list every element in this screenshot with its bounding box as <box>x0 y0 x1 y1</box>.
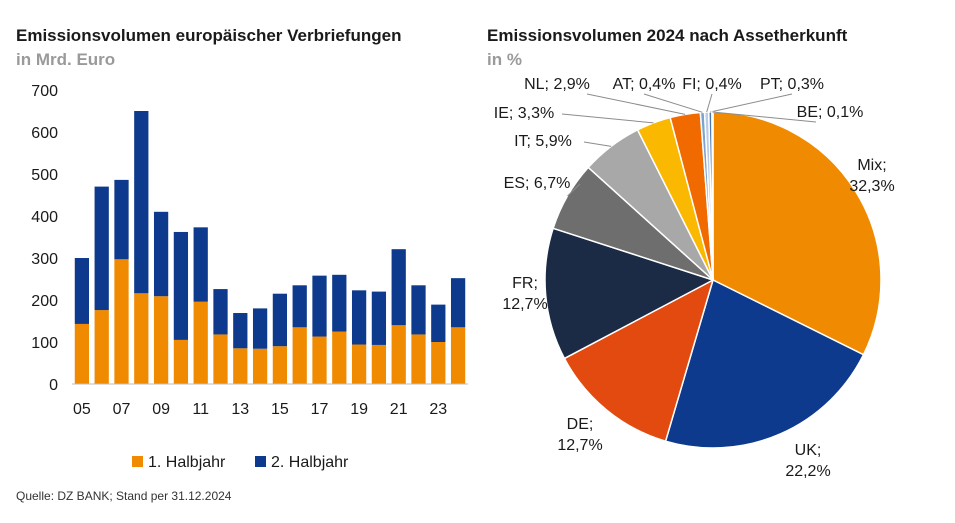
leader-line <box>583 141 612 147</box>
pie-label: AT; 0,4% <box>613 76 676 93</box>
pie-value-label: 32,3% <box>849 178 894 195</box>
bar-h1 <box>173 339 189 384</box>
bar-h2 <box>351 290 367 345</box>
pie-label: IT; 5,9% <box>514 133 572 150</box>
pie-slice <box>544 227 715 360</box>
bar-h2 <box>173 231 189 340</box>
bar-h2 <box>332 274 347 332</box>
pie-slice <box>712 111 882 356</box>
y-tick-label: 300 <box>31 251 58 268</box>
bar-h2 <box>153 211 169 297</box>
bar-h2 <box>74 258 90 324</box>
pie-label: NL; 2,9% <box>524 76 590 93</box>
pie-value-label: 12,7% <box>557 437 602 454</box>
x-tick-label: 07 <box>113 401 131 418</box>
bar-h2 <box>134 111 149 294</box>
pie-value-label: 12,7% <box>502 296 547 313</box>
bar-h2 <box>233 313 248 349</box>
leader-line <box>567 183 581 197</box>
y-tick-label: 600 <box>31 125 58 142</box>
bar-h1 <box>371 344 387 384</box>
bar-h1 <box>114 259 129 384</box>
bar-chart-subtitle: in Mrd. Euro <box>16 50 116 69</box>
pie-chart: Mix; 32,3% UK; 22,2% DE; 12,7% FR; 12,7% ES; 6,7… <box>494 76 895 480</box>
pie-label: DE; <box>567 416 594 433</box>
bar-h2 <box>114 179 129 260</box>
x-tick-label: 21 <box>390 401 408 418</box>
y-tick-label: 500 <box>31 167 58 184</box>
pie-value-label: 22,2% <box>785 463 830 480</box>
pie-chart-title: Emissionsvolumen 2024 nach Assetherkunft <box>487 26 848 45</box>
x-tick-label: 13 <box>231 401 249 418</box>
y-tick-label: 700 <box>31 83 58 100</box>
bar-h2 <box>450 278 466 328</box>
pie-slice <box>664 278 865 449</box>
x-tick-label: 17 <box>311 401 329 418</box>
bar-h2 <box>252 308 268 349</box>
bar-h2 <box>411 285 426 335</box>
leader-line <box>712 111 817 123</box>
leader-line <box>710 93 793 113</box>
y-tick-label: 0 <box>49 377 58 394</box>
bar-h1 <box>292 327 307 384</box>
bar-h1 <box>94 310 109 384</box>
bar-h1 <box>431 342 446 384</box>
bar-h2 <box>391 249 406 326</box>
x-tick-label: 23 <box>429 401 447 418</box>
y-tick-label: 200 <box>31 293 58 310</box>
bar-h1 <box>411 334 426 384</box>
bar-h2 <box>213 289 228 335</box>
bar-h1 <box>233 348 248 384</box>
bar-h2 <box>272 293 288 347</box>
bar-chart: 0 100 200 300 400 500 600 700 05 07 09 11 13 15 17 19 21… <box>31 83 468 471</box>
pie-label: FR; <box>512 275 538 292</box>
bar-h1 <box>134 293 149 384</box>
bar-h1 <box>450 327 466 384</box>
pie-label: FI; 0,4% <box>682 76 742 93</box>
pie-label: ES; 6,7% <box>504 175 571 192</box>
bar-h1 <box>193 301 208 384</box>
bar-h1 <box>213 334 228 384</box>
bar-h2 <box>94 186 109 311</box>
legend-label: 2. Halbjahr <box>271 454 349 471</box>
bar-chart-title: Emissionsvolumen europäischer Verbriefun… <box>16 26 402 45</box>
bar-h1 <box>332 331 347 384</box>
pie-label: Mix; <box>857 157 886 174</box>
leader-line <box>706 93 713 113</box>
bar-h2 <box>292 285 307 328</box>
bar-h1 <box>74 323 90 384</box>
y-tick-label: 400 <box>31 209 58 226</box>
x-tick-label: 09 <box>152 401 170 418</box>
bar-h1 <box>153 296 169 384</box>
pie-label: PT; 0,3% <box>760 76 824 93</box>
x-tick-label: 19 <box>350 401 368 418</box>
legend-swatch <box>132 456 143 467</box>
x-tick-label: 11 <box>192 401 209 418</box>
bar-h2 <box>431 304 446 342</box>
bar-h1 <box>272 346 288 384</box>
pie-label: BE; 0,1% <box>797 104 864 121</box>
bar-h1 <box>312 336 327 384</box>
pie-slice <box>711 111 714 281</box>
bar-h1 <box>351 344 367 384</box>
bar-h2 <box>193 227 208 302</box>
pie-chart-subtitle: in % <box>487 50 522 69</box>
leader-line <box>586 93 686 115</box>
bar-h2 <box>371 291 387 345</box>
source-note: Quelle: DZ BANK; Stand per 31.12.2024 <box>16 489 232 503</box>
leader-line <box>561 113 654 124</box>
legend-label: 1. Halbjahr <box>148 454 226 471</box>
pie-label: UK; <box>795 442 822 459</box>
leader-line <box>643 93 703 113</box>
legend-swatch <box>255 456 266 467</box>
bar-h1 <box>252 348 268 384</box>
pie-label: IE; 3,3% <box>494 105 554 122</box>
bar-h1 <box>391 325 406 384</box>
pie-slice <box>563 278 715 443</box>
y-tick-label: 100 <box>31 335 58 352</box>
bar-h2 <box>312 275 327 337</box>
x-tick-label: 05 <box>73 401 91 418</box>
x-tick-label: 15 <box>271 401 289 418</box>
